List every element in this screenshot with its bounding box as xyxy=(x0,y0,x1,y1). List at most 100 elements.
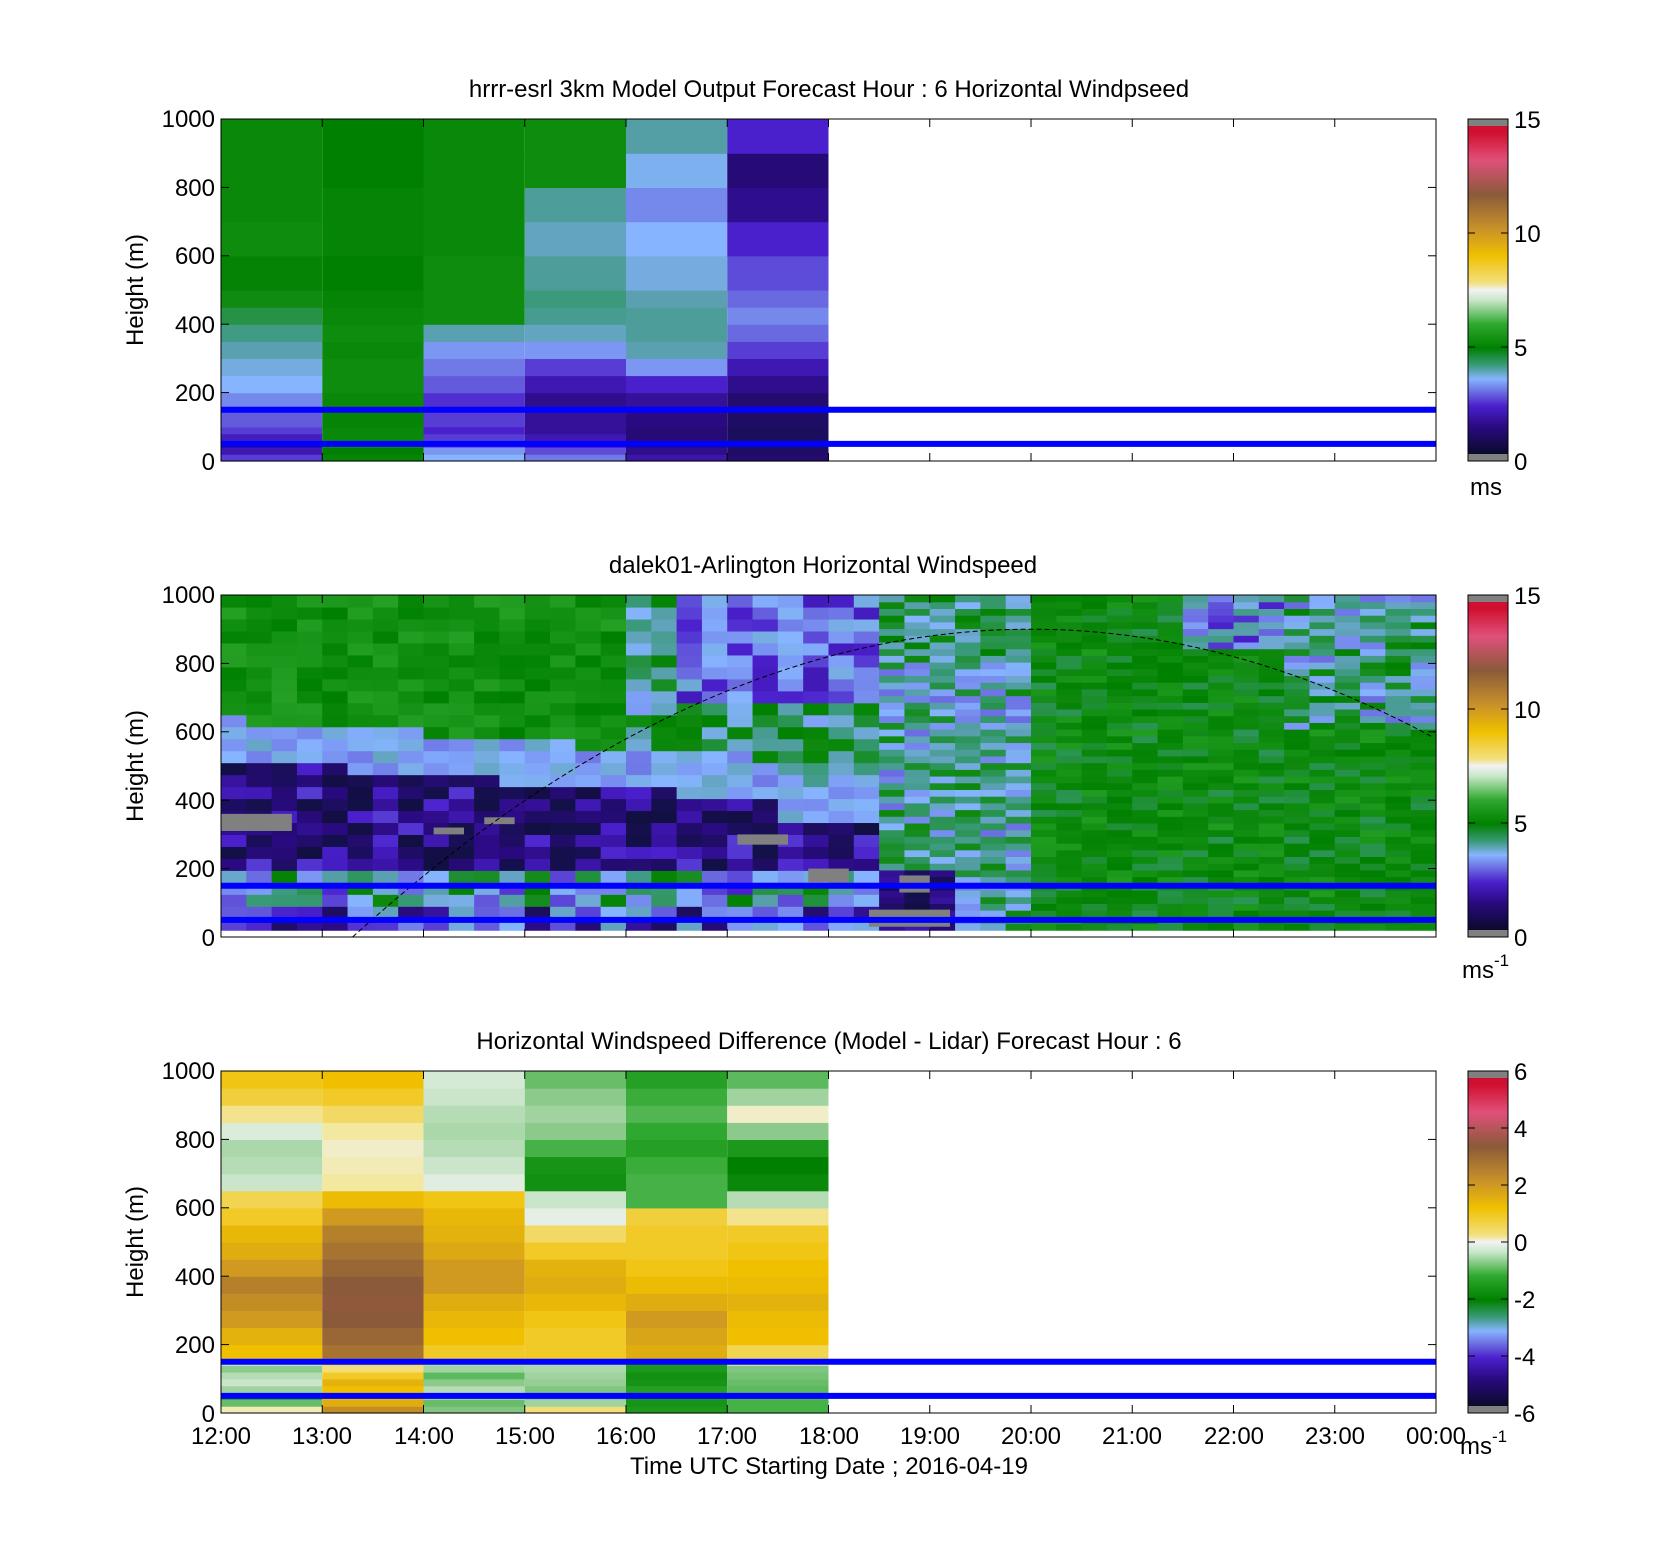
heatmap-cell xyxy=(1284,796,1311,804)
heatmap-cell xyxy=(1385,796,1412,804)
heatmap-cell xyxy=(600,834,627,847)
y-axis: 0 200 400 600 800 1000 Height (m) xyxy=(122,106,215,476)
heatmap-cell xyxy=(1258,682,1285,690)
heatmap-cell xyxy=(1005,662,1032,670)
heatmap-cell xyxy=(1031,682,1057,690)
heatmap-cell xyxy=(752,810,779,824)
heatmap-cell xyxy=(398,906,425,919)
heatmap-cell xyxy=(853,786,880,800)
heatmap-cell xyxy=(955,742,981,750)
plot-area xyxy=(220,118,1437,462)
heatmap-cell xyxy=(1385,849,1412,858)
heatmap-cell xyxy=(398,630,425,644)
heatmap-cell xyxy=(1056,822,1083,831)
heatmap-cell xyxy=(296,750,323,764)
heatmap-cell xyxy=(1031,889,1057,898)
heatmap-cell xyxy=(474,738,501,752)
heatmap-cell xyxy=(1258,910,1285,918)
heatmap-cell xyxy=(246,786,273,800)
colorbar-tick-label: -4 xyxy=(1514,1344,1535,1371)
heatmap-cell xyxy=(474,750,501,764)
heatmap-cell xyxy=(1385,735,1412,744)
colorbar-tick-label: 15 xyxy=(1514,583,1541,610)
heatmap-cell xyxy=(980,595,1007,603)
heatmap-cell xyxy=(626,375,728,394)
heatmap-cell xyxy=(1334,843,1361,851)
heatmap-cell xyxy=(1410,735,1437,744)
dashed-curve xyxy=(352,628,1432,938)
heatmap-cell xyxy=(448,666,475,680)
heatmap-cell xyxy=(550,774,576,788)
heatmap-cell xyxy=(803,654,830,668)
heatmap-cell xyxy=(727,606,754,620)
heatmap-cell xyxy=(1410,829,1437,837)
heatmap-cell xyxy=(904,641,931,650)
heatmap-cell xyxy=(221,762,247,776)
heatmap-cell xyxy=(271,906,298,919)
heatmap-cell xyxy=(398,846,425,859)
heatmap-cell xyxy=(1031,648,1057,656)
heatmap-cell xyxy=(1410,849,1437,858)
heatmap-cell xyxy=(651,642,678,656)
heatmap-cell xyxy=(1208,816,1235,824)
heatmap-cell xyxy=(524,906,551,919)
heatmap-cell xyxy=(423,786,450,800)
heatmap-cell xyxy=(626,1276,728,1294)
heatmap-cell xyxy=(322,1378,424,1387)
heatmap-cell xyxy=(955,595,981,603)
heatmap-cell xyxy=(423,738,450,752)
heatmap-cell xyxy=(423,1242,525,1260)
heatmap-cell xyxy=(1056,715,1083,723)
x-axis-label: Time UTC Starting Date ; 2016-04-19 xyxy=(630,1453,1028,1480)
heatmap-cell xyxy=(980,648,1007,656)
heatmap-cell xyxy=(1208,715,1235,723)
heatmap-cell xyxy=(955,923,981,931)
heatmap-cell xyxy=(676,606,703,620)
heatmap-cell xyxy=(1284,816,1311,824)
heatmap-cell xyxy=(524,153,626,188)
heatmap-cell xyxy=(929,628,956,636)
heatmap-cell xyxy=(955,615,981,623)
heatmap-cell xyxy=(1208,595,1235,603)
heatmap-cell xyxy=(524,1371,626,1380)
heatmap-cell xyxy=(727,454,829,462)
heatmap-cell xyxy=(929,843,956,851)
heatmap-cell xyxy=(372,762,399,776)
heatmap-cell xyxy=(879,755,906,764)
missing-data-cell xyxy=(221,813,292,831)
heatmap-cell xyxy=(1334,849,1361,858)
heatmap-cell xyxy=(803,906,830,919)
heatmap-cell xyxy=(524,221,626,257)
y-axis-label: Height (m) xyxy=(122,234,149,346)
heatmap-cell xyxy=(1056,668,1083,677)
heatmap-cell xyxy=(1410,769,1437,777)
heatmap-cell xyxy=(221,690,247,704)
heatmap-cell xyxy=(1157,802,1184,811)
heatmap-cell xyxy=(221,426,323,435)
heatmap-cell xyxy=(1233,695,1260,703)
heatmap-cell xyxy=(246,906,273,919)
heatmap-cell xyxy=(221,375,323,394)
heatmap-cell xyxy=(1056,896,1083,904)
heatmap-cell xyxy=(1208,769,1235,777)
heatmap-cell xyxy=(1309,802,1336,811)
heatmap-cell xyxy=(777,786,804,800)
heatmap-cell xyxy=(1182,829,1209,837)
heatmap-cell xyxy=(1106,802,1133,811)
heatmap-cell xyxy=(1385,836,1412,844)
heatmap-cell xyxy=(1031,702,1057,710)
heatmap-cell xyxy=(474,846,501,859)
heatmap-cell xyxy=(904,869,931,878)
heatmap-cell xyxy=(879,695,906,703)
heatmap-cell xyxy=(651,858,678,871)
heatmap-cell xyxy=(1106,662,1133,670)
heatmap-cell xyxy=(777,666,804,680)
heatmap-cell xyxy=(1182,755,1209,764)
heatmap-cell xyxy=(955,735,981,744)
heatmap-cell xyxy=(1309,809,1336,817)
heatmap-cell xyxy=(296,678,323,692)
heatmap-cell xyxy=(296,858,323,871)
heatmap-cell xyxy=(271,714,298,728)
heatmap-cell xyxy=(1031,655,1057,663)
heatmap-cell xyxy=(1208,910,1235,918)
